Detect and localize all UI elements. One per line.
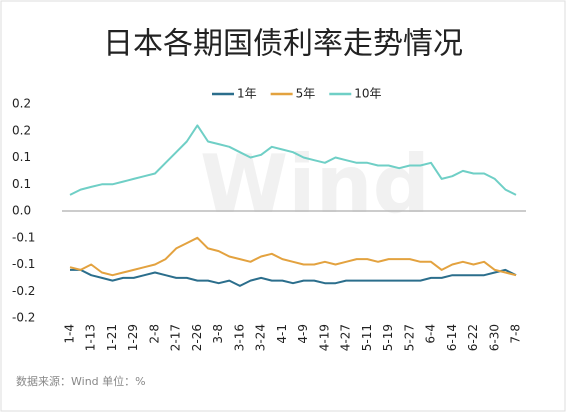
series-line — [70, 268, 517, 287]
x-tick-label: 6-30 — [487, 324, 501, 351]
x-tick-label: 4-1 — [275, 324, 289, 344]
x-tick-label: 1-21 — [105, 324, 119, 351]
legend-label: 10年 — [354, 87, 381, 101]
legend-label: 5年 — [296, 87, 316, 101]
x-tick-label: 5-27 — [402, 324, 416, 351]
legend-label: 1年 — [237, 87, 257, 101]
source-note: 数据来源：Wind 单位：% — [16, 374, 146, 388]
x-tick-label: 6-22 — [466, 324, 480, 351]
x-tick-label: 4-9 — [296, 324, 310, 344]
x-tick-label: 1-4 — [63, 324, 77, 344]
x-tick-label: 2-26 — [190, 324, 204, 351]
y-tick-label: 0.2 — [12, 123, 31, 137]
y-tick-label: -0.2 — [12, 284, 35, 298]
x-tick-label: 7-8 — [509, 324, 523, 344]
x-tick-label: 6-4 — [424, 324, 438, 344]
series-line — [69, 124, 517, 196]
x-tick-label: 4-19 — [317, 324, 331, 351]
x-tick-label: 2-17 — [169, 324, 183, 351]
watermark: Wind — [200, 138, 430, 231]
x-tick-label: 5-11 — [360, 324, 374, 351]
y-tick-label: -0.2 — [12, 311, 35, 325]
x-tick-label: 1-13 — [84, 324, 98, 351]
chart-title: 日本各期国债利率走势情况 — [103, 27, 463, 62]
x-tick-label: 5-19 — [381, 324, 395, 351]
y-tick-label: -0.1 — [12, 257, 35, 271]
y-tick-label: 0.1 — [12, 150, 31, 164]
y-tick-label: -0.1 — [12, 230, 35, 244]
x-tick-label: 3-16 — [232, 324, 246, 351]
x-tick-label: 2-8 — [147, 324, 161, 344]
y-tick-label: 0.1 — [12, 177, 31, 191]
x-tick-label: 4-27 — [339, 324, 353, 351]
y-tick-label: 0.2 — [12, 97, 31, 111]
x-tick-label: 3-8 — [211, 324, 225, 344]
x-tick-label: 6-14 — [445, 324, 459, 351]
y-tick-label: 0.0 — [12, 204, 31, 218]
x-tick-label: 1-29 — [126, 324, 140, 351]
x-tick-label: 3-24 — [254, 324, 268, 351]
series-line — [69, 236, 517, 277]
